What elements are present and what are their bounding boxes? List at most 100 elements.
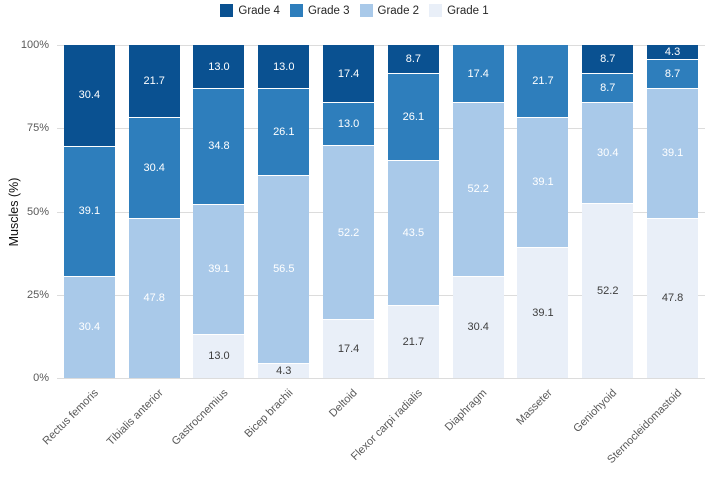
legend-label: Grade 4 [238,4,280,17]
legend-label: Grade 1 [447,4,489,17]
stacked-bar: 13.0 39.1 34.8 13.0 [193,45,245,378]
bar-slot: 21.7 43.5 26.1 8.7 [381,45,446,378]
segment-value-label: 8.7 [664,67,681,80]
bar-slot: 17.4 52.2 13.0 17.4 [316,45,381,378]
legend-label: Grade 2 [377,4,420,17]
segment-value-label: 13.0 [273,60,295,73]
bar-segment: 8.7 [582,74,634,103]
bar-slot: 4.3 56.5 26.1 13.0 [251,45,316,378]
bar-segment: 52.2 [582,204,634,378]
segment-value-label: 8.7 [405,53,422,66]
bar-segment: 26.1 [258,88,310,176]
bar-segment: 39.1 [517,117,569,248]
legend-item: Grade 2 [359,4,420,17]
y-tick-label: 0% [33,372,49,384]
x-tick-label: Geniohyoid [571,387,620,435]
bar-segment: 13.0 [193,45,245,89]
segment-value-label: 30.4 [597,147,619,160]
segment-value-label: 17.4 [467,67,489,80]
segment-value-label: 34.8 [208,140,230,153]
bar-segment: 47.8 [647,218,699,378]
segment-value-label: 21.7 [532,75,554,87]
segment-value-label: 21.7 [143,74,165,87]
bar-segment: 56.5 [258,175,310,364]
bar-segment: 39.1 [647,88,699,219]
segment-value-label: 26.1 [402,110,425,123]
bar-segment: 30.4 [452,276,504,378]
bar-segment: 21.7 [128,45,180,118]
segment-value-label: 21.7 [402,335,425,348]
segment-value-label: 30.4 [78,321,101,334]
stacked-bar: 47.8 30.4 21.7 [128,45,180,378]
stacked-bar: 52.2 30.4 8.7 8.7 [582,45,634,378]
gridline [57,294,705,296]
gridline [57,378,705,379]
x-tick-label: Deltoid [327,387,361,420]
bar-segment: 30.4 [128,117,180,219]
segment-value-label: 43.5 [402,226,425,239]
bar-segment: 8.7 [582,45,634,74]
segment-value-label: 39.1 [208,263,230,276]
stacked-bar: 21.7 43.5 26.1 8.7 [387,45,439,378]
legend-item: Grade 3 [289,4,350,17]
segment-value-label: 56.5 [273,263,295,276]
bar-segment: 8.7 [387,45,439,74]
segment-value-label: 52.2 [597,285,619,298]
y-tick-label: 100% [20,39,49,51]
x-tick-label: Rectus femoris [40,387,101,448]
segment-value-label: 8.7 [600,53,616,66]
bar-segment: 52.2 [452,102,504,277]
bar-segment: 39.1 [193,204,245,335]
bar-slot: 39.1 39.1 21.7 [511,45,576,378]
segment-value-label: 8.7 [600,81,616,94]
stacked-bar: 47.8 39.1 8.7 4.3 [647,45,699,378]
legend-swatch-icon [429,4,443,17]
bar-segment: 39.1 [63,146,115,277]
bar-segment: 47.8 [128,218,180,378]
bar-segment: 17.4 [452,45,504,103]
gridline [57,45,705,46]
bar-slot: 30.4 52.2 17.4 [446,45,511,378]
x-tick-label: Diaphragm [443,387,490,434]
bar-segment: 17.4 [323,45,375,103]
bar-segment: 8.7 [647,59,699,89]
segment-value-label: 30.4 [467,321,489,334]
segment-value-label: 39.1 [532,306,554,319]
bar-segment: 30.4 [63,45,115,147]
bar-segment: 52.2 [323,146,375,321]
bar-segment: 26.1 [387,74,439,161]
bar-segment: 39.1 [517,247,569,378]
segment-value-label: 13.0 [337,118,360,131]
bar-segment: 13.0 [193,334,245,378]
bar-segment: 13.0 [258,45,310,89]
segment-value-label: 13.0 [208,350,230,363]
x-tick-label: Bicep brachii [242,387,296,441]
segment-value-label: 4.3 [276,364,292,377]
segment-value-label: 17.4 [337,343,360,356]
legend: Grade 4 Grade 3 Grade 2 Grade 1 [0,4,709,17]
segment-value-label: 52.2 [467,183,489,196]
x-tick-label: Masseter [514,387,555,428]
bar-slot: 47.8 39.1 8.7 4.3 [640,45,705,378]
stacked-bar: 30.4 52.2 17.4 [452,45,504,378]
bar-slot: 13.0 39.1 34.8 13.0 [187,45,252,378]
x-tick-label: Flexor carpi radialis [348,387,425,463]
y-tick-label: 75% [26,122,49,135]
bar-segment: 30.4 [63,276,115,378]
segment-value-label: 39.1 [532,176,554,189]
segment-value-label: 4.3 [664,46,681,59]
legend-swatch-icon [359,4,373,17]
segment-value-label: 26.1 [273,125,295,138]
legend-item: Grade 4 [220,4,280,17]
bar-segment: 30.4 [582,102,634,205]
segment-value-label: 17.4 [337,67,360,80]
bar-slot: 52.2 30.4 8.7 8.7 [575,45,640,378]
bar-segment: 21.7 [517,45,569,118]
plot-area: 30.4 39.1 30.4 47.8 30.4 21.7 13.0 39.1 34.8 13.0… [57,45,705,379]
legend-swatch-icon [220,4,234,17]
bar-segment: 34.8 [193,88,245,205]
x-tick-label: Tibialis anterior [104,387,166,448]
segment-value-label: 47.8 [143,292,165,305]
gridline [57,211,705,213]
